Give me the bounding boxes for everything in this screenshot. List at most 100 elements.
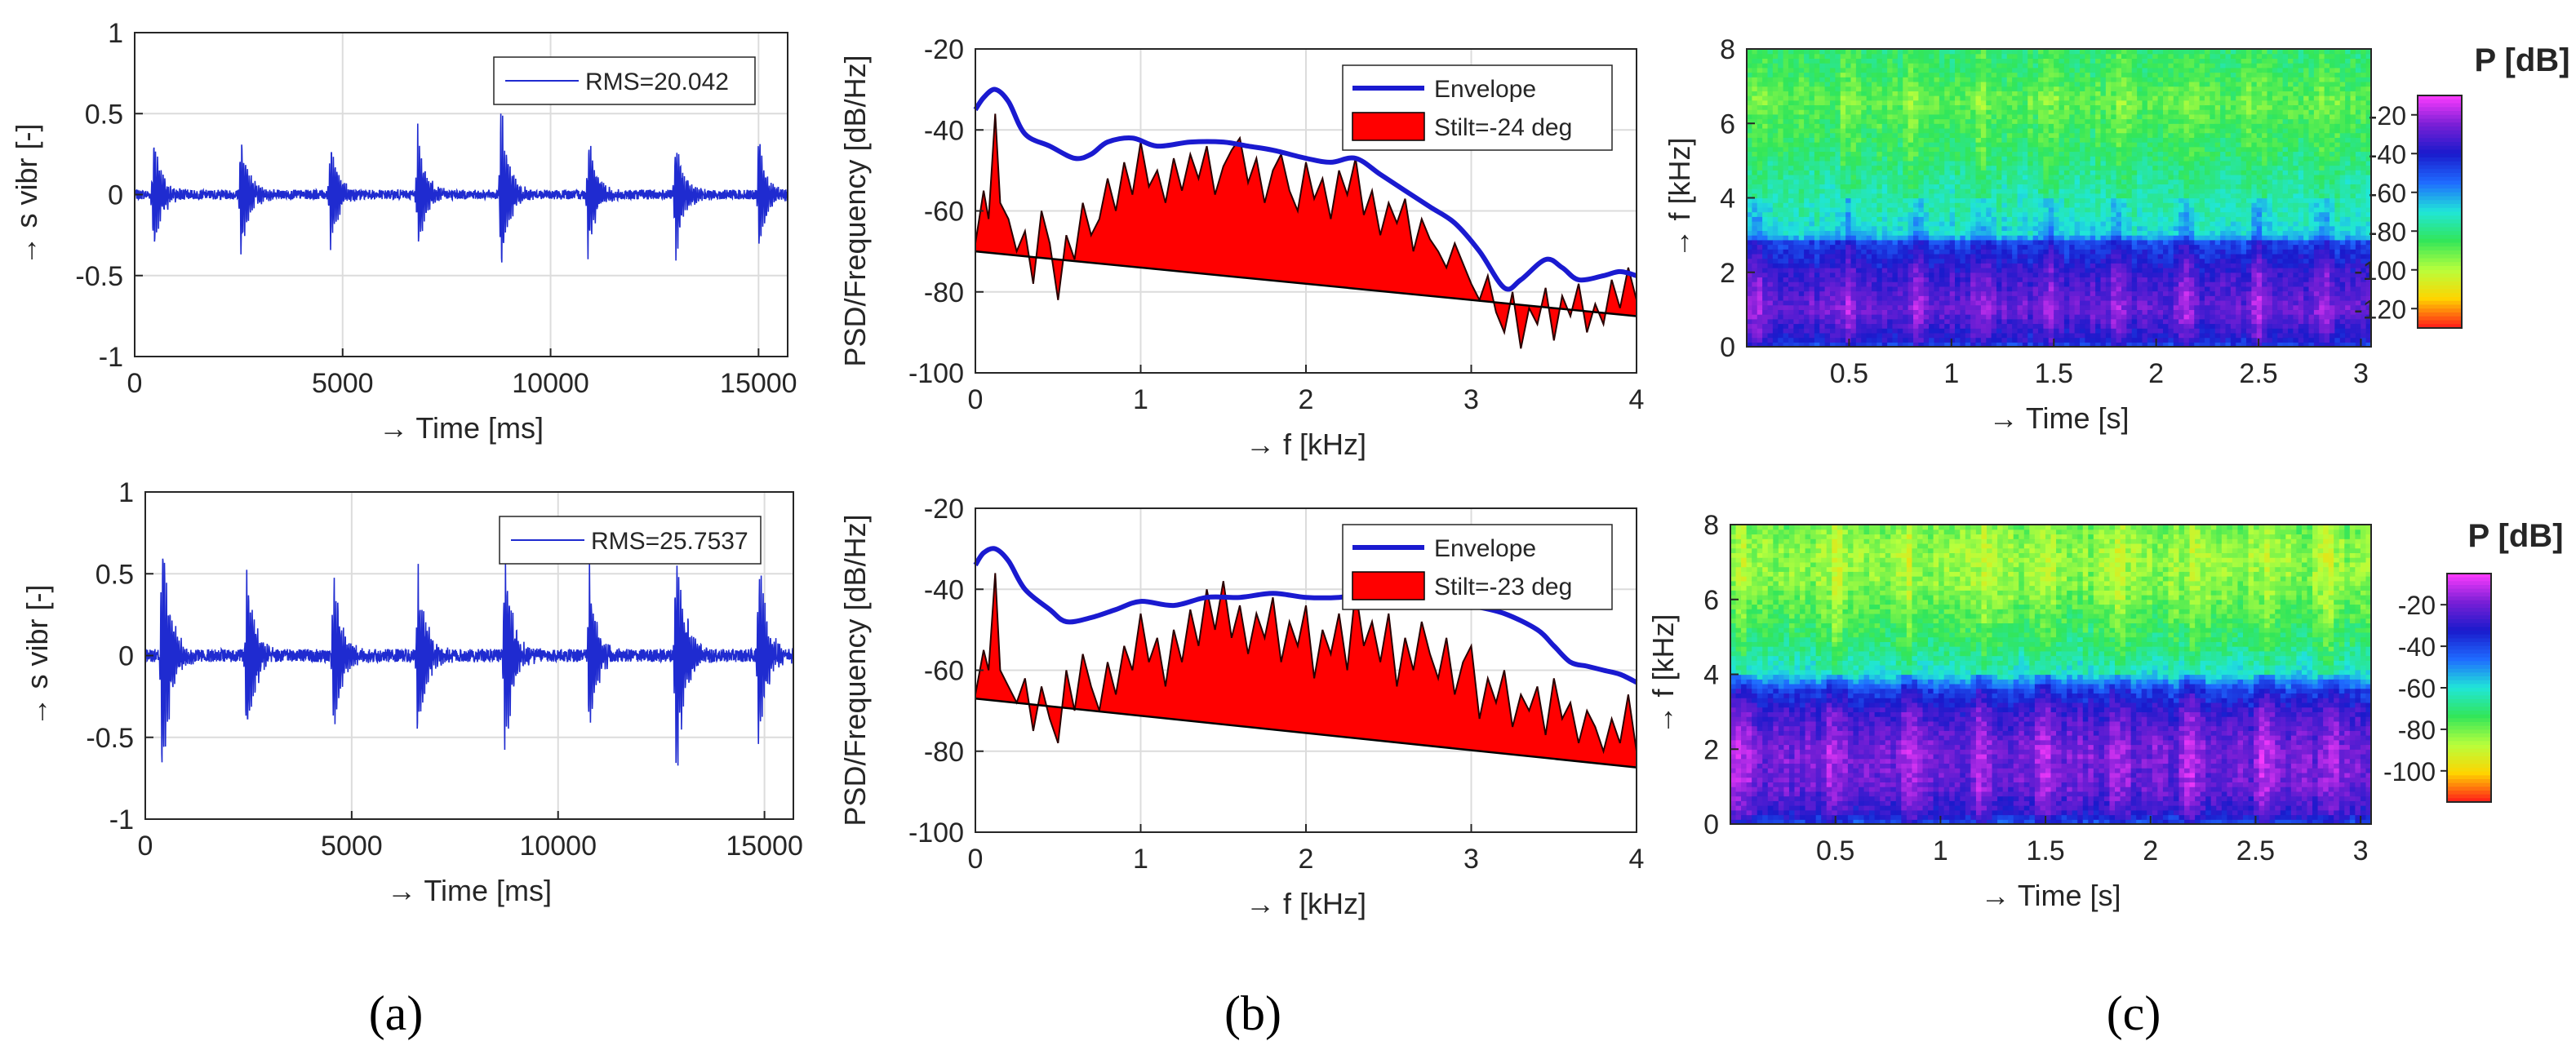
heatmap-cell (1929, 244, 1935, 250)
heatmap-cell (2105, 109, 2112, 115)
heatmap-cell (1866, 86, 1872, 91)
heatmap-cell (1752, 109, 1758, 115)
heatmap-cell (1830, 188, 1836, 194)
heatmap-cell (1960, 86, 1966, 91)
heatmap-cell (1876, 95, 1883, 101)
heatmap-cell (1949, 286, 1956, 292)
heatmap-cell (1762, 146, 1769, 153)
heatmap-cell (2027, 328, 2034, 334)
heatmap-cell (1752, 235, 1758, 241)
heatmap-cell (2069, 127, 2076, 134)
heatmap-cell (1996, 309, 2002, 315)
heatmap-cell (1788, 165, 1794, 171)
heatmap-cell (1892, 253, 1899, 259)
heatmap-cell (1850, 179, 1857, 184)
heatmap-cell (1747, 253, 1752, 259)
heatmap-cell (2063, 323, 2070, 329)
heatmap-cell (2080, 337, 2085, 343)
heatmap-cell (2090, 290, 2096, 296)
heatmap-cell (1798, 174, 1805, 180)
heatmap-cell (2012, 304, 2019, 310)
heatmap-cell (2069, 286, 2076, 292)
heatmap-cell (2027, 314, 2034, 320)
heatmap-cell (2090, 225, 2096, 232)
heatmap-cell (2027, 309, 2034, 315)
heatmap-cell (1767, 230, 1774, 236)
heatmap-cell (2116, 146, 2122, 153)
heatmap-cell (2012, 53, 2019, 59)
heatmap-cell (2012, 268, 2019, 273)
heatmap-cell (2116, 221, 2122, 227)
heatmap-cell (1876, 263, 1883, 268)
heatmap-cell (2105, 49, 2112, 55)
heatmap-cell (1778, 170, 1784, 175)
heatmap-cell (2027, 86, 2034, 91)
heatmap-cell (1793, 216, 1800, 222)
heatmap-cell (2038, 221, 2044, 227)
heatmap-cell (2063, 299, 2070, 306)
heatmap-cell (2090, 318, 2096, 325)
heatmap-cell (1986, 197, 1992, 203)
heatmap-cell (1861, 244, 1868, 250)
heatmap-cell (1840, 332, 1846, 339)
heatmap-cell (1903, 342, 1909, 348)
heatmap-cell (1778, 221, 1784, 227)
heatmap-cell (1939, 156, 1945, 162)
heatmap-cell (1939, 290, 1945, 296)
heatmap-cell (1855, 286, 1862, 292)
heatmap-cell (1991, 290, 1997, 296)
heatmap-cell (1809, 123, 1815, 129)
heatmap-cell (1830, 318, 1836, 325)
heatmap-cell (1835, 221, 1841, 227)
heatmap-cell (1866, 263, 1872, 268)
heatmap-cell (1762, 127, 1769, 134)
heatmap-cell (1960, 216, 1966, 222)
heatmap-cell (1872, 290, 1877, 296)
heatmap-cell (2105, 179, 2112, 184)
heatmap-cell (1861, 197, 1868, 203)
heatmap-cell (1881, 165, 1888, 171)
heatmap-cell (1793, 249, 1800, 255)
heatmap-cell (1824, 174, 1831, 180)
heatmap-cell (1798, 77, 1805, 82)
heatmap-cell (2116, 188, 2122, 194)
heatmap-cell (1960, 225, 1966, 232)
heatmap-cell (1809, 184, 1815, 189)
heatmap-cell (1762, 239, 1769, 246)
heatmap-cell (2006, 277, 2013, 282)
heatmap-cell (2090, 197, 2096, 203)
heatmap-cell (2111, 225, 2117, 232)
heatmap-cell (1835, 225, 1841, 232)
heatmap-cell (1850, 86, 1857, 91)
heatmap-cell (2038, 100, 2044, 106)
heatmap-cell (2001, 206, 2008, 213)
heatmap-cell (2027, 165, 2034, 171)
heatmap-cell (1814, 216, 1820, 222)
heatmap-cell (2006, 146, 2013, 153)
heatmap-cell (2032, 314, 2039, 320)
heatmap-cell (1970, 258, 1977, 264)
heatmap-cell (1840, 244, 1846, 250)
heatmap-cell (1798, 244, 1805, 250)
heatmap-cell (2100, 258, 2107, 264)
heatmap-cell (1881, 127, 1888, 134)
heatmap-cell (1975, 49, 1982, 55)
heatmap-cell (2080, 206, 2085, 213)
heatmap-cell (2006, 268, 2013, 273)
heatmap-cell (1881, 77, 1888, 82)
heatmap-cell (2059, 67, 2065, 73)
heatmap-cell (1814, 72, 1820, 78)
heatmap-cell (1887, 286, 1894, 292)
heatmap-cell (2063, 342, 2070, 348)
heatmap-cell (1965, 53, 1971, 59)
heatmap-cell (1949, 72, 1956, 78)
heatmap-cell (2022, 127, 2028, 134)
heatmap-cell (1783, 49, 1789, 55)
heatmap-cell (1835, 184, 1841, 189)
heatmap-cell (1757, 118, 1763, 124)
heatmap-cell (1944, 253, 1951, 259)
heatmap-cell (1872, 304, 1877, 310)
heatmap-cell (1804, 72, 1810, 78)
heatmap-cell (1840, 146, 1846, 153)
heatmap-cell (1830, 286, 1836, 292)
